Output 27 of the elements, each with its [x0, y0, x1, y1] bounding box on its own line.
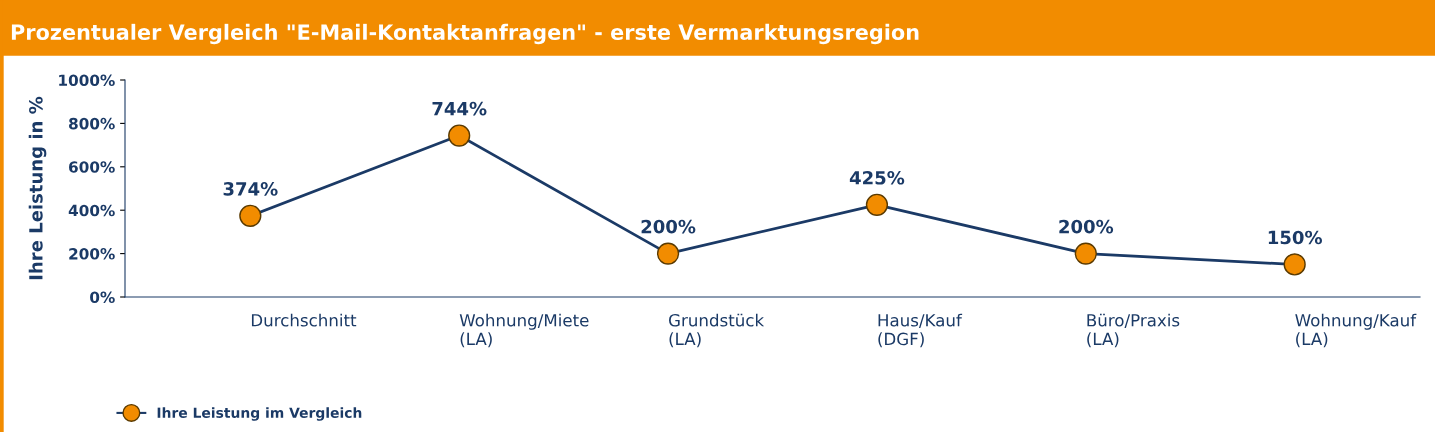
y-axis-title: Ihre Leistung in % [28, 96, 47, 280]
data-label: 200% [641, 219, 696, 234]
y-tick-label: 400% [68, 204, 115, 217]
x-tick-label: Wohnung/Kauf (LA) [1295, 313, 1417, 348]
data-label: 374% [223, 182, 278, 196]
x-tick-label: Grundstück (LA) [669, 313, 765, 348]
data-label: 200% [1059, 219, 1114, 234]
x-tick-label: Haus/Kauf (DGF) [878, 313, 963, 348]
x-tick-label: Wohnung/Miete (LA) [459, 313, 589, 348]
data-label: 744% [432, 101, 487, 116]
x-tick-label: Durchschnitt [251, 313, 357, 327]
legend-label: Ihre Leistung im Vergleich [157, 407, 362, 421]
point [656, 242, 680, 265]
y-tick-label: 600% [69, 161, 115, 173]
point [448, 124, 471, 147]
y-tick-label: 0% [90, 291, 115, 304]
point [865, 193, 889, 216]
data-label: 150% [1268, 230, 1322, 245]
y-tick-label: 200% [69, 248, 115, 260]
chart-title: Prozentualer Vergleich "E-Mail-Kontaktanfragen" - erste Vermarktungsregion [11, 23, 919, 45]
x-tick-label: Büro/Praxis (LA) [1087, 313, 1180, 348]
point [1074, 242, 1097, 265]
data-label: 425% [849, 170, 905, 185]
point [1283, 253, 1306, 276]
y-tick-label: 800% [69, 117, 115, 130]
y-tick-label: 1000% [59, 74, 115, 87]
point [239, 204, 262, 227]
